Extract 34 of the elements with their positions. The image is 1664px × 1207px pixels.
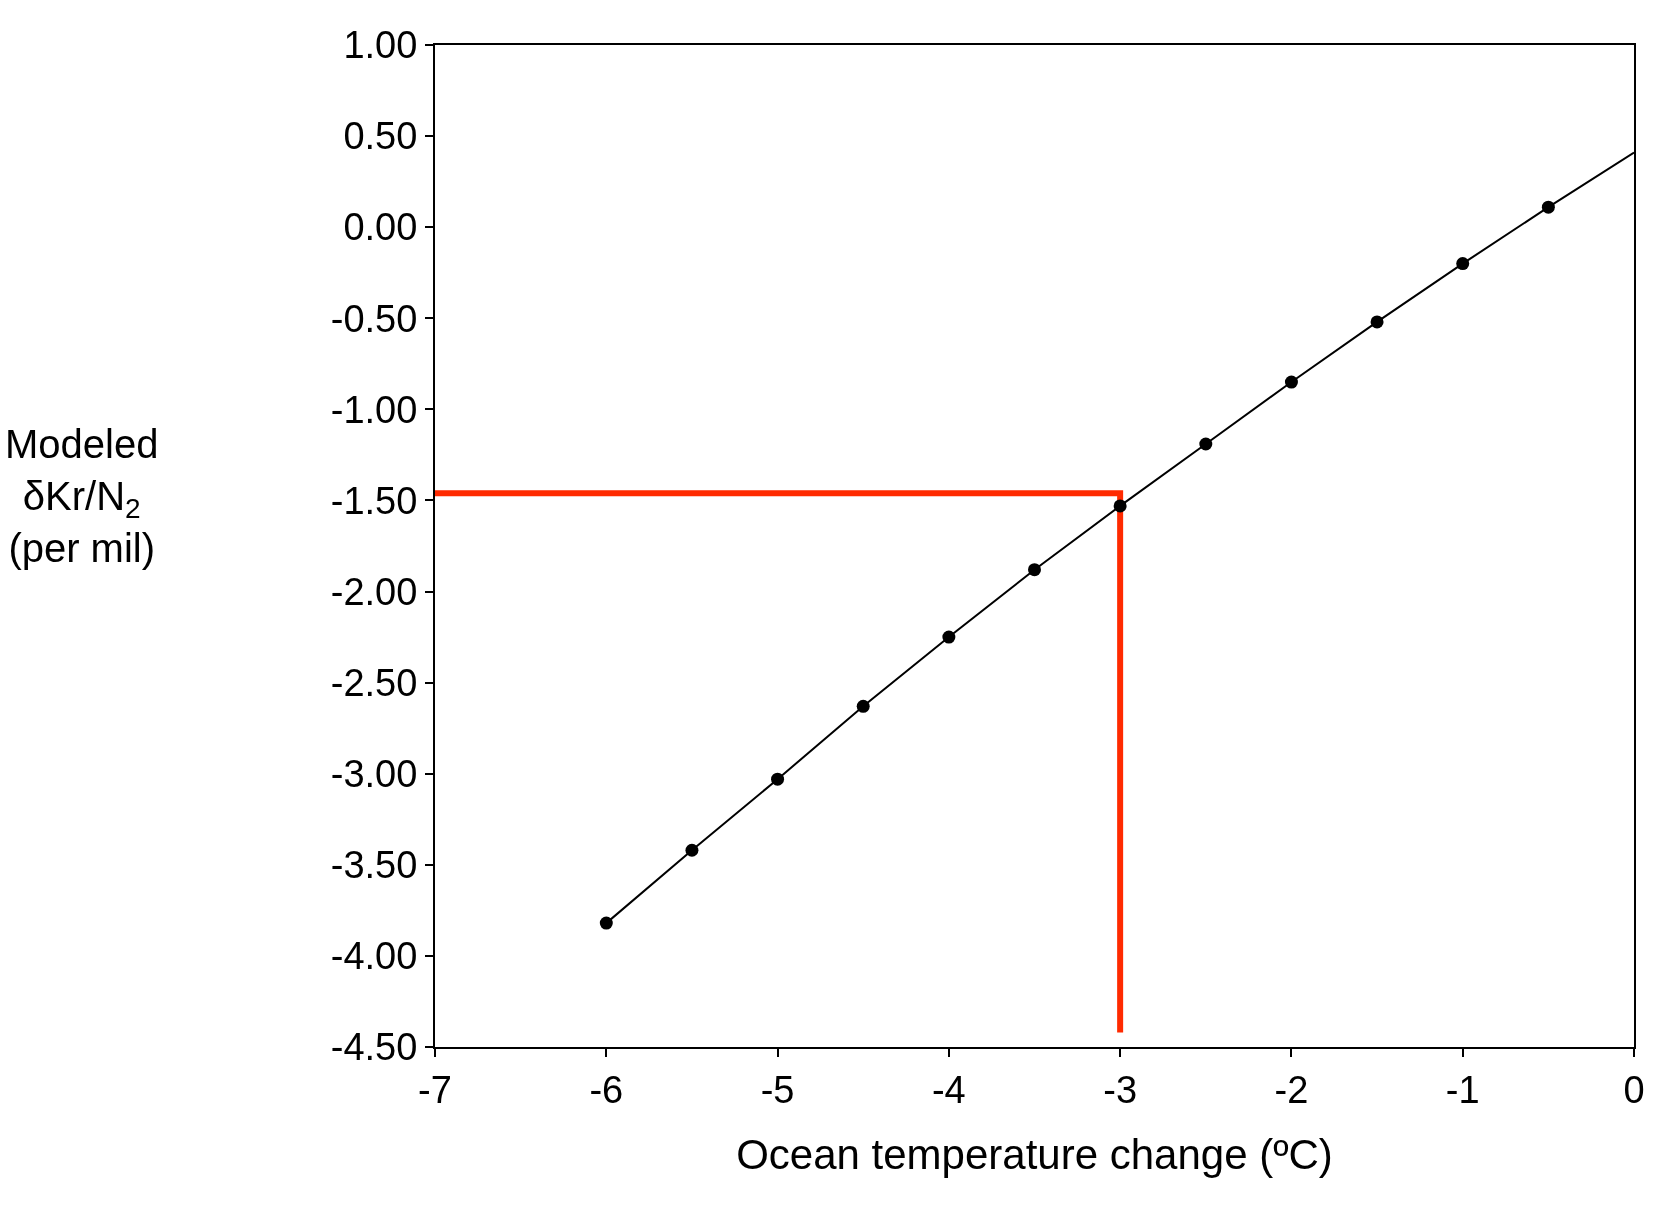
point: [1028, 563, 1041, 577]
point: [599, 916, 613, 930]
point: [856, 699, 870, 713]
point: [1456, 257, 1470, 271]
y-tick-label: -0.50: [330, 297, 418, 340]
x-tick-label: -4: [931, 1068, 966, 1111]
y-tick-label: -3.50: [330, 844, 418, 887]
x-axis-title: Ocean temperature change (ºC): [736, 1131, 1333, 1178]
x-tick-label: -3: [1103, 1068, 1138, 1111]
point: [1113, 499, 1127, 513]
point: [1541, 200, 1555, 214]
point: [1199, 437, 1213, 451]
y-tick-label: -1.00: [330, 388, 418, 431]
x-tick-label: -7: [418, 1068, 452, 1111]
x-tick-label: -5: [760, 1068, 795, 1111]
y-axis-title: Modeled δKr/N$_{2}$ (per mil): [5, 422, 159, 570]
y-tick-label: 0.00: [343, 206, 418, 249]
x-tick-label: -6: [589, 1068, 624, 1111]
x-tick-label: -1: [1445, 1068, 1480, 1111]
y-tick-label: -4.00: [330, 935, 418, 978]
y-tick-label: -1.50: [330, 479, 418, 522]
y-tick-label: 1.00: [343, 24, 418, 67]
y-tick-label: 0.50: [343, 115, 418, 158]
point: [1370, 315, 1384, 329]
y-tick-label: -4.50: [330, 1026, 418, 1069]
point: [942, 630, 956, 644]
point: [685, 843, 699, 857]
y-tick-label: -2.00: [330, 570, 418, 613]
y-tick-label: -2.50: [330, 661, 418, 704]
y-tick-label: -3.00: [330, 753, 418, 796]
x-tick-label: -2: [1274, 1068, 1309, 1111]
point: [771, 772, 785, 786]
x-tick-label: 0: [1623, 1068, 1645, 1111]
point: [1284, 375, 1298, 389]
